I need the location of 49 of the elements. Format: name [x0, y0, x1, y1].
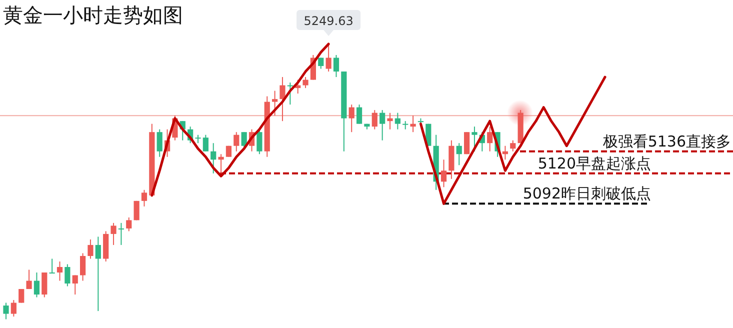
candlestick: [256, 128, 262, 155]
candlestick: [372, 110, 378, 130]
candlestick: [348, 104, 354, 133]
candlestick: [210, 142, 216, 174]
candlestick: [49, 258, 55, 274]
candlestick: [110, 222, 116, 246]
candlestick: [126, 216, 132, 232]
candlestick: [464, 132, 470, 155]
candlestick: [56, 260, 63, 282]
candlestick: [326, 44, 332, 72]
candlestick: [410, 115, 416, 133]
candlestick: [394, 112, 400, 130]
candlestick: [95, 236, 101, 312]
candlestick: [280, 76, 286, 122]
candlestick: [3, 302, 9, 320]
candlestick: [218, 154, 224, 174]
candlestick: [202, 134, 208, 152]
candlestick: [18, 288, 24, 304]
candlestick: [510, 140, 516, 152]
annotation: 5249.63: [304, 14, 354, 28]
candlestick: [141, 189, 148, 207]
candlestick: [34, 272, 40, 298]
candlestick: [302, 76, 308, 89]
ref-line-label: 5092昨日刺破低点: [522, 184, 651, 203]
candlestick: [402, 120, 408, 130]
candlestick: [333, 54, 340, 78]
ref-line-label: 5120早盘起涨点: [538, 154, 651, 172]
candlestick: [472, 126, 478, 152]
candlestick: [356, 104, 362, 124]
candlestick: [287, 82, 293, 106]
candlestick: [10, 300, 16, 318]
candlestick: [272, 90, 278, 116]
candlestick: [26, 269, 32, 290]
candlestick: [380, 110, 386, 141]
candlestick: [456, 142, 462, 166]
candlestick: [72, 274, 78, 296]
chart-title: 黄金一小时走势如图: [3, 3, 183, 27]
candlestick: [118, 222, 124, 246]
candlestick: [387, 112, 393, 130]
candlestick: [88, 238, 94, 260]
ref-line-label: 极强看5136直接多: [602, 132, 731, 150]
candlestick: [440, 159, 447, 188]
candlestick: [156, 128, 162, 158]
candlestick: [241, 132, 247, 150]
candlestick: [42, 272, 48, 298]
candlestick: [234, 132, 240, 152]
candlestick: [64, 264, 70, 287]
candlestick: [487, 126, 493, 152]
candlestick: [80, 252, 86, 282]
